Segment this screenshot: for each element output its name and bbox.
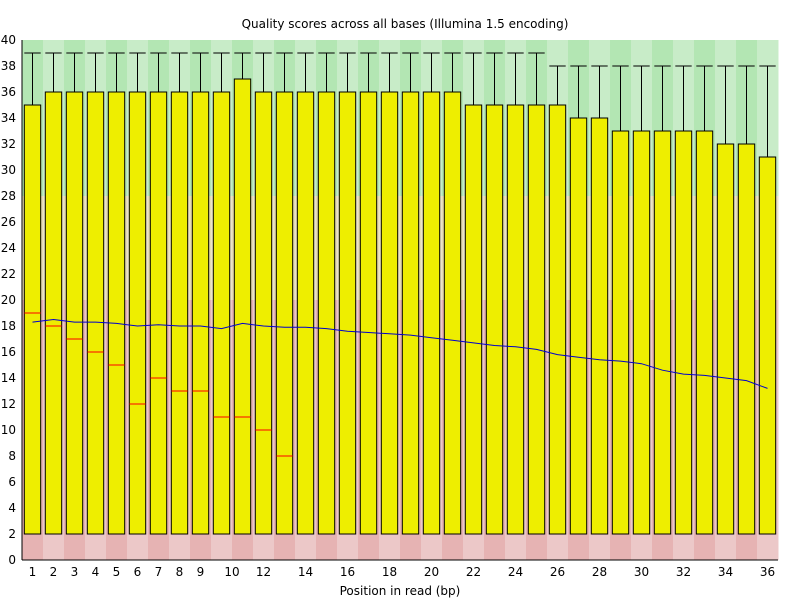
box-1 [23,104,42,535]
box-5 [107,91,126,535]
box-28 [590,117,609,535]
y-tick-6: 6 [8,475,16,489]
x-tick-32: 32 [676,565,691,579]
x-tick-4: 4 [92,565,100,579]
y-tick-38: 38 [1,59,16,73]
box-21 [443,91,462,535]
y-tick-32: 32 [1,137,16,151]
x-tick-30: 30 [634,565,649,579]
box-29 [611,130,630,535]
box-35 [737,143,756,535]
box-2 [44,91,63,535]
box-9 [191,91,210,535]
x-tick-16: 16 [340,565,355,579]
boxes [23,52,777,535]
box-33 [695,130,714,535]
mean-line [32,318,768,389]
x-tick-10: 10 [224,565,239,579]
box-11 [233,78,252,535]
y-tick-28: 28 [1,189,16,203]
box-3 [65,91,84,535]
box-16 [338,91,357,535]
y-tick-12: 12 [1,397,16,411]
box-25 [527,104,546,535]
box-34 [716,143,735,535]
y-tick-30: 30 [1,163,16,177]
x-tick-9: 9 [197,565,205,579]
box-15 [317,91,336,535]
box-10 [212,91,231,535]
x-tick-22: 22 [466,565,481,579]
box-7 [149,91,168,535]
box-17 [359,91,378,535]
y-tick-0: 0 [8,553,16,567]
y-tick-10: 10 [1,423,16,437]
y-tick-14: 14 [1,371,16,385]
x-tick-1: 1 [29,565,37,579]
box-27 [569,117,588,535]
x-tick-5: 5 [113,565,121,579]
box-36 [758,156,777,535]
y-tick-18: 18 [1,319,16,333]
x-tick-20: 20 [424,565,439,579]
x-tick-6: 6 [134,565,142,579]
box-23 [485,104,504,535]
box-14 [296,91,315,535]
x-tick-24: 24 [508,565,523,579]
x-tick-labels: 1 2 3 4 5 6 7 8 9 10 12 14 16 18 20 22 24 26 28 30 32 34 36 [29,565,775,579]
y-tick-34: 34 [1,111,16,125]
y-tick-26: 26 [1,215,16,229]
x-tick-14: 14 [298,565,313,579]
box-24 [506,104,525,535]
y-tick-24: 24 [1,241,16,255]
box-31 [653,130,672,535]
x-tick-7: 7 [155,565,163,579]
box-22 [464,104,483,535]
x-tick-12: 12 [256,565,271,579]
y-tick-20: 20 [1,293,16,307]
y-tick-22: 22 [1,267,16,281]
y-tick-40: 40 [1,33,16,47]
x-tick-26: 26 [550,565,565,579]
y-tick-36: 36 [1,85,16,99]
x-tick-36: 36 [760,565,775,579]
box-26 [548,104,567,535]
y-tick-16: 16 [1,345,16,359]
x-tick-3: 3 [71,565,79,579]
box-20 [422,91,441,535]
box-13 [275,91,294,535]
chart-title: Quality scores across all bases (Illumin… [242,17,569,31]
x-tick-28: 28 [592,565,607,579]
y-tick-2: 2 [8,527,16,541]
x-tick-2: 2 [50,565,58,579]
x-tick-8: 8 [176,565,184,579]
box-30 [632,130,651,535]
box-8 [170,91,189,535]
box-19 [401,91,420,535]
y-tick-8: 8 [8,449,16,463]
x-axis-label: Position in read (bp) [340,584,461,598]
y-tick-4: 4 [8,501,16,515]
box-32 [674,130,693,535]
box-6 [128,91,147,535]
x-tick-34: 34 [718,565,733,579]
box-12 [254,91,273,535]
x-tick-18: 18 [382,565,397,579]
box-4 [86,91,105,535]
box-18 [380,91,399,535]
medians [24,312,293,457]
